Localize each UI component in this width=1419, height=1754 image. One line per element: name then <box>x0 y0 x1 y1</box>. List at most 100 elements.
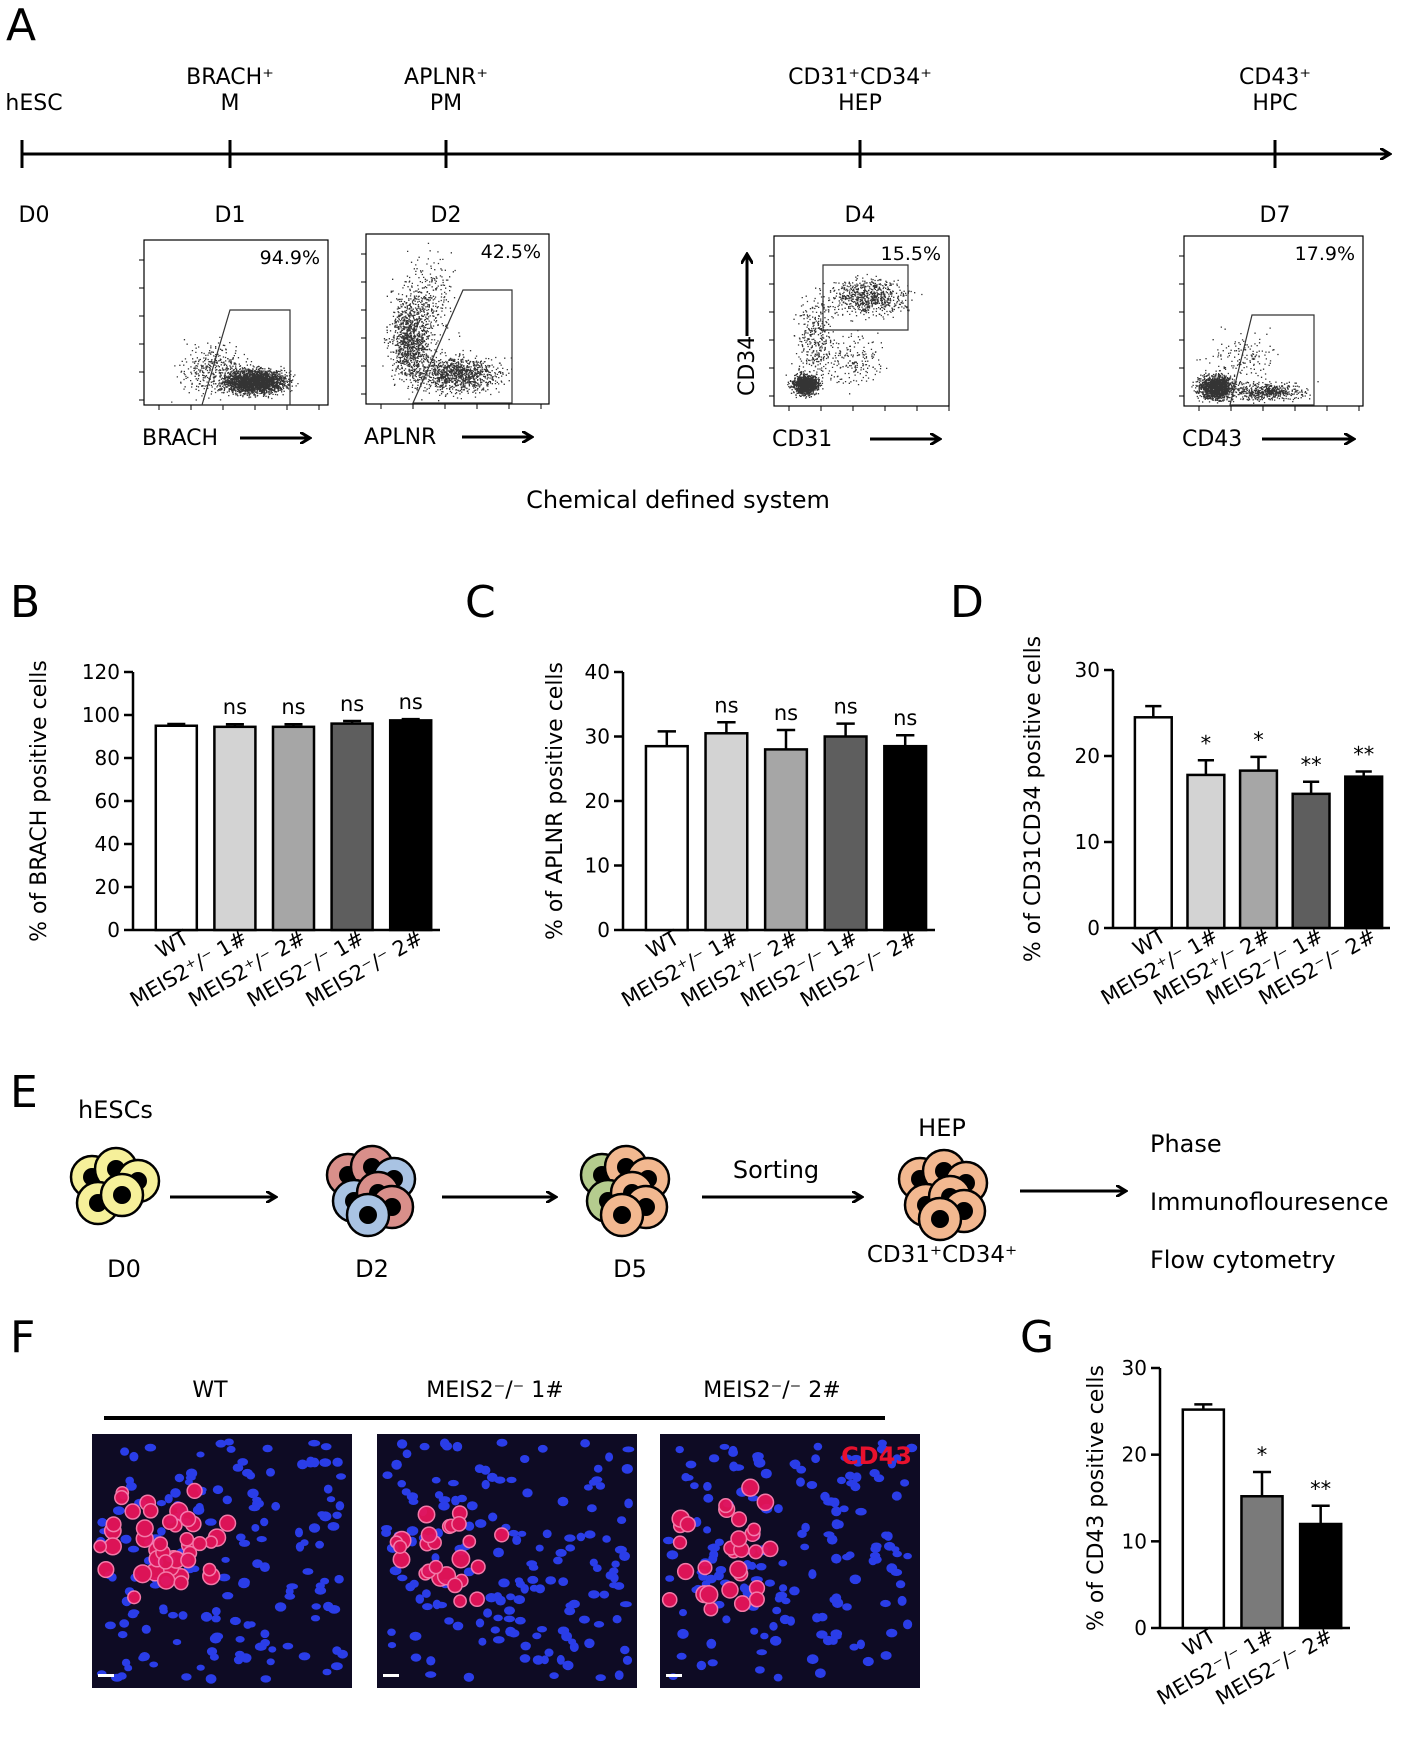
facs-percentage: 17.9% <box>1295 243 1355 265</box>
significance-label: ** <box>1301 753 1322 777</box>
micrograph <box>92 1434 352 1688</box>
sorting-label: Sorting <box>733 1156 819 1184</box>
stage-day-label: D4 <box>845 203 876 228</box>
cd43-positive-cells <box>389 1505 510 1608</box>
panel-letter-a: A <box>6 0 36 51</box>
bar-chart-b: 0 20 40 60 80 100 120 % of BRACH positive cells… <box>27 660 440 1012</box>
stage-name-label: HPC <box>1252 91 1297 116</box>
micrograph-label-wt: WT <box>192 1378 228 1403</box>
bar <box>1298 1522 1343 1630</box>
significance-label: * <box>1257 1443 1268 1467</box>
y-tick-label: 10 <box>585 854 610 878</box>
nuclei-stain <box>663 1439 918 1682</box>
facs-gate <box>822 264 909 331</box>
facs-events <box>785 273 923 399</box>
facs-gate <box>201 309 291 406</box>
bar <box>154 724 199 932</box>
stage-day-label: D2 <box>431 203 462 228</box>
cell-cluster-d2 <box>325 1144 417 1238</box>
panel-f: F WT MEIS2⁻/⁻ 1# MEIS2⁻/⁻ 2# CD43 <box>10 1312 920 1688</box>
cell-nucleus <box>931 1210 949 1228</box>
bar <box>823 735 868 932</box>
facs-gate <box>412 289 513 404</box>
bar <box>271 725 316 932</box>
y-tick-label: 40 <box>95 832 120 856</box>
cell-cluster-d5 <box>579 1144 671 1238</box>
significance-label: ns <box>774 701 798 725</box>
panel-e: E hESCs Sorting HEP CD31⁺CD34⁺ D0 D2 D5 … <box>10 1067 1389 1283</box>
y-tick-label: 0 <box>107 918 120 942</box>
cell-cluster-hep <box>897 1148 989 1242</box>
y-tick-label: 20 <box>1075 744 1100 768</box>
bar <box>1344 775 1384 930</box>
significance-label: * <box>1253 728 1264 752</box>
stage-day-label: D0 <box>19 203 50 228</box>
stage-name-label: hESC <box>5 91 62 116</box>
stage-marker-label: APLNR⁺ <box>404 65 488 90</box>
cell-cluster-d0 <box>69 1146 161 1226</box>
stage-marker-label: BRACH⁺ <box>186 65 274 90</box>
bar <box>1186 773 1226 930</box>
output-immunofluorescence: Immunoflouresence <box>1150 1188 1389 1216</box>
facs-frame <box>365 233 550 405</box>
significance-label: ns <box>399 690 423 714</box>
cd43-stain-label: CD43 <box>841 1442 912 1470</box>
micrographs: CD43 <box>92 1434 920 1688</box>
hep-label: HEP <box>918 1114 966 1142</box>
y-tick-label: 0 <box>1087 916 1100 940</box>
facs-events <box>171 336 299 403</box>
output-flow-cytometry: Flow cytometry <box>1150 1246 1336 1274</box>
facs-xlabel: BRACH <box>142 426 218 451</box>
stage-day-label: D1 <box>215 203 246 228</box>
hescs-label: hESCs <box>78 1096 153 1124</box>
facs-events <box>1191 326 1319 404</box>
output-phase: Phase <box>1150 1130 1222 1158</box>
micrograph: CD43 <box>660 1434 920 1688</box>
stage-name-label: M <box>221 91 240 116</box>
bar <box>763 748 809 932</box>
stage-marker-label: CD43⁺ <box>1239 65 1311 90</box>
day-label-d0: D0 <box>107 1255 141 1283</box>
bar <box>644 744 689 932</box>
y-tick-label: 60 <box>95 789 120 813</box>
cd43-positive-cells <box>93 1482 237 1605</box>
facs-frame <box>1183 235 1364 407</box>
y-tick-label: 120 <box>82 660 120 684</box>
cell-clusters <box>69 1144 989 1242</box>
bar <box>1133 716 1173 930</box>
cd43-positive-cells <box>661 1478 779 1617</box>
cell-nucleus <box>113 1186 131 1204</box>
bar <box>1240 1495 1284 1630</box>
significance-label: ns <box>281 695 305 719</box>
stage-marker-label: CD31⁺CD34⁺ <box>788 65 932 90</box>
bar <box>1291 792 1331 930</box>
scale-bar <box>383 1674 399 1677</box>
scale-bar <box>98 1674 114 1677</box>
panel-letter-d: D <box>950 577 984 628</box>
y-axis-label: % of CD43 positive cells <box>1084 1365 1109 1631</box>
nuclei-stain <box>96 1438 348 1684</box>
micrograph <box>377 1434 637 1688</box>
facs-xlabel: CD31 <box>772 427 832 452</box>
bar <box>1238 769 1279 930</box>
stage-name-label: PM <box>430 91 462 116</box>
facs-frame <box>773 235 950 407</box>
y-tick-label: 20 <box>95 875 120 899</box>
panel-letter-b: B <box>10 577 40 628</box>
facs-xlabel: APLNR <box>364 425 436 450</box>
facs-ylabel: CD34 <box>735 336 760 396</box>
bar <box>388 719 433 932</box>
y-tick-label: 40 <box>585 660 610 684</box>
bar <box>704 732 749 932</box>
scale-bar <box>666 1674 682 1677</box>
y-tick-label: 30 <box>585 725 610 749</box>
facs-percentage: 15.5% <box>881 243 941 265</box>
significance-label: ns <box>833 695 857 719</box>
timeline-stages: hESC D0 BRACH⁺M D1 APLNR⁺PM D2 CD31⁺CD34⁺HEP D4… <box>5 65 1311 228</box>
y-axis-label: % of BRACH positive cells <box>27 660 52 942</box>
significance-label: ns <box>893 706 917 730</box>
facs-percentage: 94.9% <box>260 247 320 269</box>
